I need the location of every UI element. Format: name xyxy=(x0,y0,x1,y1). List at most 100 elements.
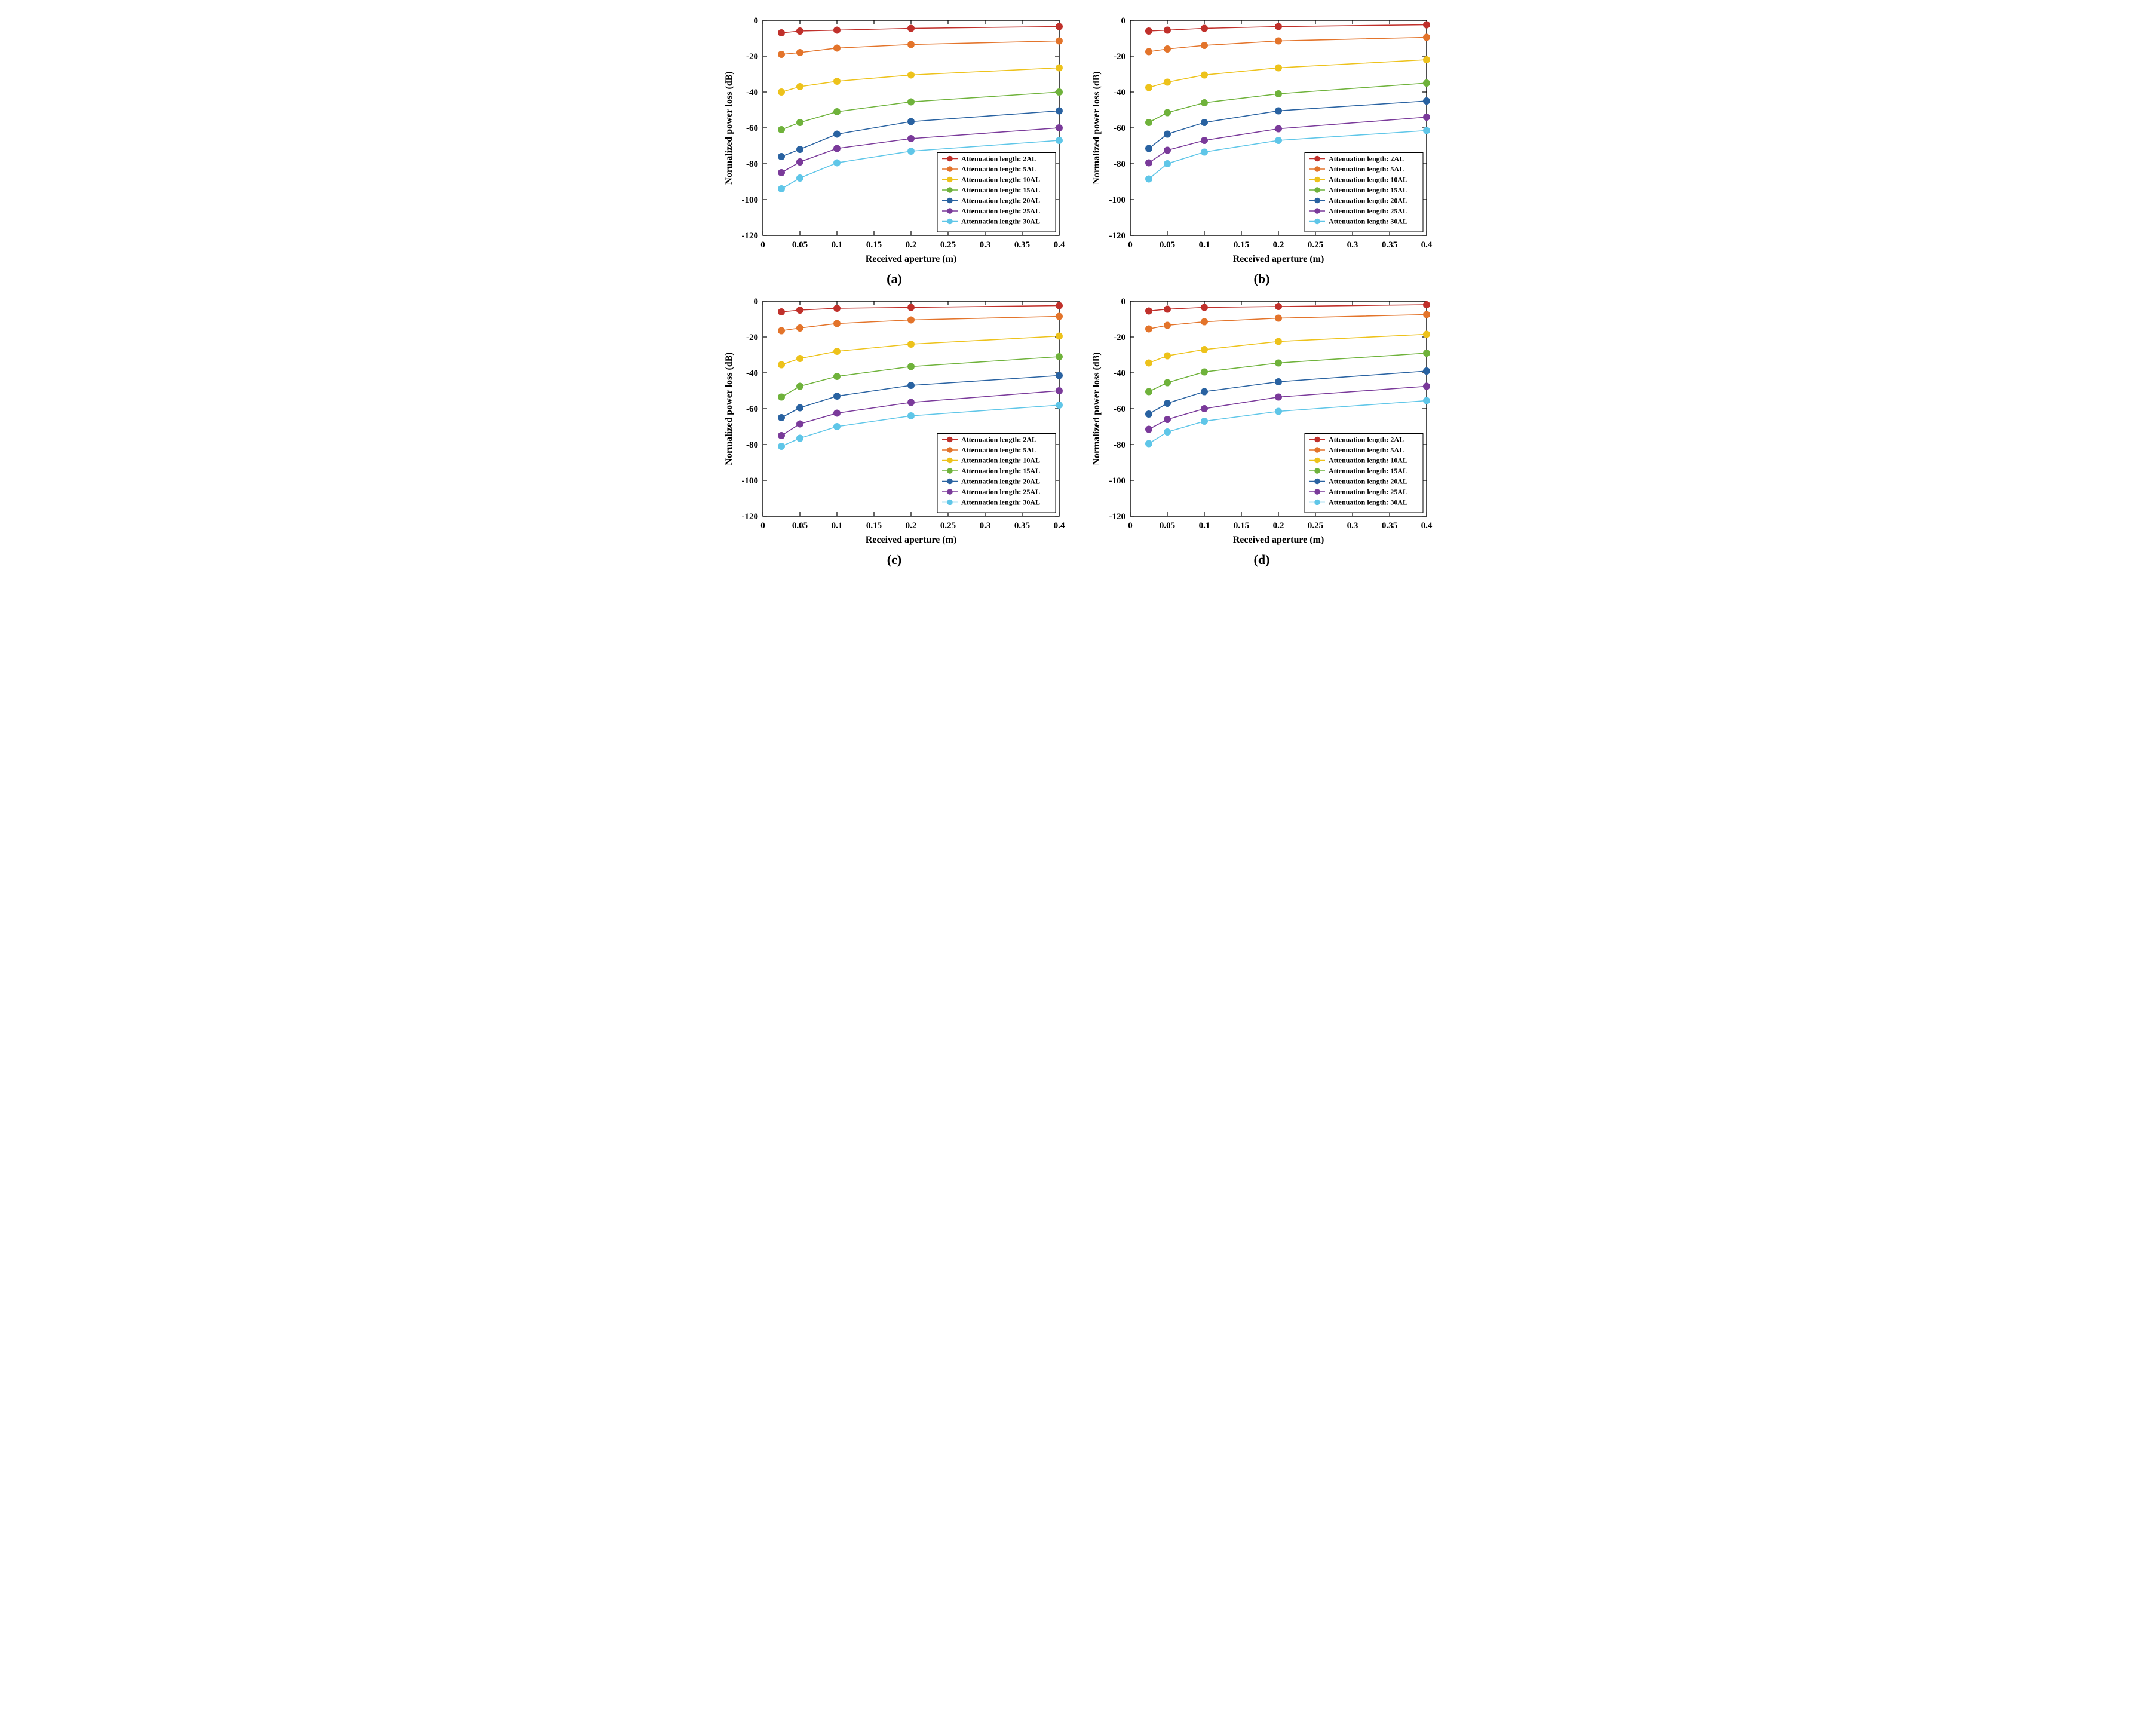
svg-text:-80: -80 xyxy=(1114,440,1125,450)
svg-text:Attenuation length: 2AL: Attenuation length: 2AL xyxy=(1329,155,1404,163)
svg-text:0.2: 0.2 xyxy=(906,240,917,250)
svg-text:0.2: 0.2 xyxy=(1273,240,1284,250)
svg-text:0.3: 0.3 xyxy=(980,240,991,250)
svg-text:Attenuation length: 2AL: Attenuation length: 2AL xyxy=(1329,436,1404,444)
svg-text:0: 0 xyxy=(754,16,759,26)
svg-text:0.4: 0.4 xyxy=(1421,240,1433,250)
svg-text:0.05: 0.05 xyxy=(1160,240,1175,250)
svg-text:-20: -20 xyxy=(1114,52,1125,62)
sublabel-b: (b) xyxy=(1254,271,1270,287)
svg-text:0.15: 0.15 xyxy=(1234,240,1249,250)
svg-text:Attenuation length: 5AL: Attenuation length: 5AL xyxy=(961,446,1036,454)
svg-text:Attenuation length: 30AL: Attenuation length: 30AL xyxy=(1329,217,1407,226)
svg-text:0.3: 0.3 xyxy=(980,521,991,531)
chart-grid: 0 0.05 0.1 0.15 0.2 0.25 0.3 0.35 0.4 -120 -100 -80… xyxy=(720,12,1437,568)
panel-a: 0 0.05 0.1 0.15 0.2 0.25 0.3 0.35 0.4 -120 -100 -80… xyxy=(720,12,1069,287)
svg-text:-100: -100 xyxy=(1109,476,1126,486)
svg-text:0.35: 0.35 xyxy=(1382,240,1397,250)
svg-text:-120: -120 xyxy=(742,231,759,241)
svg-text:Attenuation length: 15AL: Attenuation length: 15AL xyxy=(1329,467,1407,475)
svg-text:0.1: 0.1 xyxy=(1199,240,1210,250)
chart-a: 0 0.05 0.1 0.15 0.2 0.25 0.3 0.35 0.4 -120 -100 -80… xyxy=(721,12,1068,269)
svg-text:Attenuation length: 20AL: Attenuation length: 20AL xyxy=(961,477,1040,486)
svg-text:-100: -100 xyxy=(742,476,759,486)
chart-d: 00.050.10.150.20.250.30.350.4-120-100-80… xyxy=(1088,293,1435,550)
svg-text:-40: -40 xyxy=(746,88,758,97)
svg-text:0.25: 0.25 xyxy=(940,521,956,531)
svg-text:Attenuation length: 30AL: Attenuation length: 30AL xyxy=(961,498,1040,507)
sublabel-c: (c) xyxy=(887,552,901,568)
svg-text:0.4: 0.4 xyxy=(1054,240,1065,250)
svg-text:-60: -60 xyxy=(1114,124,1125,133)
svg-text:0.1: 0.1 xyxy=(1199,521,1210,531)
svg-text:Attenuation length: 15AL: Attenuation length: 15AL xyxy=(1329,186,1407,194)
svg-text:0: 0 xyxy=(1128,240,1133,250)
svg-text:Attenuation length: 10AL: Attenuation length: 10AL xyxy=(961,176,1040,184)
svg-text:0: 0 xyxy=(1121,16,1126,26)
chart-c: 00.050.10.150.20.250.30.350.4-120-100-80… xyxy=(721,293,1068,550)
svg-text:0.1: 0.1 xyxy=(832,240,843,250)
svg-text:-120: -120 xyxy=(742,512,759,522)
svg-text:Received aperture (m): Received aperture (m) xyxy=(1233,254,1324,264)
svg-text:-80: -80 xyxy=(746,440,758,450)
svg-text:Attenuation length: 25AL: Attenuation length: 25AL xyxy=(961,488,1040,496)
svg-text:0.35: 0.35 xyxy=(1014,240,1030,250)
svg-text:Attenuation length: 2AL: Attenuation length: 2AL xyxy=(961,155,1036,163)
svg-text:-40: -40 xyxy=(1114,369,1125,378)
svg-text:0.3: 0.3 xyxy=(1347,240,1358,250)
svg-text:-40: -40 xyxy=(746,369,758,378)
svg-text:-100: -100 xyxy=(1109,195,1126,205)
svg-text:-100: -100 xyxy=(742,195,759,205)
svg-text:Attenuation length: 5AL: Attenuation length: 5AL xyxy=(1329,165,1404,173)
svg-text:Attenuation length: 2AL: Attenuation length: 2AL xyxy=(961,436,1036,444)
panel-b: 00.050.10.150.20.250.30.350.4-120-100-80… xyxy=(1087,12,1437,287)
svg-text:Attenuation length: 15AL: Attenuation length: 15AL xyxy=(961,467,1040,475)
svg-text:Attenuation length: 20AL: Attenuation length: 20AL xyxy=(1329,197,1407,205)
svg-text:0.4: 0.4 xyxy=(1421,521,1433,531)
svg-text:0.25: 0.25 xyxy=(940,240,956,250)
svg-text:0.2: 0.2 xyxy=(1273,521,1284,531)
svg-text:Attenuation length: 20AL: Attenuation length: 20AL xyxy=(1329,477,1407,486)
svg-text:Attenuation length: 20AL: Attenuation length: 20AL xyxy=(961,197,1040,205)
svg-text:0.05: 0.05 xyxy=(792,521,808,531)
svg-text:Attenuation length: 30AL: Attenuation length: 30AL xyxy=(1329,498,1407,507)
svg-text:Normalized power loss (dB): Normalized power loss (dB) xyxy=(1091,71,1102,184)
svg-text:-60: -60 xyxy=(1114,404,1125,414)
svg-text:Normalized power loss (dB): Normalized power loss (dB) xyxy=(1091,352,1102,465)
svg-text:-60: -60 xyxy=(746,124,758,133)
svg-text:0.05: 0.05 xyxy=(792,240,808,250)
svg-text:Received aperture (m): Received aperture (m) xyxy=(866,254,957,264)
svg-text:Attenuation length: 10AL: Attenuation length: 10AL xyxy=(1329,456,1407,465)
svg-text:0.05: 0.05 xyxy=(1160,521,1175,531)
panel-c: 00.050.10.150.20.250.30.350.4-120-100-80… xyxy=(720,293,1069,568)
svg-text:Attenuation length: 10AL: Attenuation length: 10AL xyxy=(961,456,1040,465)
svg-text:Normalized power loss (dB): Normalized power loss (dB) xyxy=(724,71,734,184)
svg-text:-80: -80 xyxy=(1114,160,1125,169)
svg-text:-20: -20 xyxy=(1114,333,1125,342)
svg-text:0: 0 xyxy=(754,297,759,307)
svg-text:0.3: 0.3 xyxy=(1347,521,1358,531)
svg-text:0: 0 xyxy=(760,240,765,250)
svg-text:-120: -120 xyxy=(1109,512,1126,522)
sublabel-d: (d) xyxy=(1254,552,1270,568)
svg-text:0.2: 0.2 xyxy=(906,521,917,531)
svg-text:0.1: 0.1 xyxy=(832,521,843,531)
svg-text:-80: -80 xyxy=(746,160,758,169)
svg-text:0.15: 0.15 xyxy=(1234,521,1249,531)
svg-text:-40: -40 xyxy=(1114,88,1125,97)
panel-d: 00.050.10.150.20.250.30.350.4-120-100-80… xyxy=(1087,293,1437,568)
svg-text:0: 0 xyxy=(1121,297,1126,307)
svg-text:Received aperture (m): Received aperture (m) xyxy=(1233,535,1324,545)
svg-text:Attenuation length: 15AL: Attenuation length: 15AL xyxy=(961,186,1040,194)
sublabel-a: (a) xyxy=(887,271,902,287)
svg-text:Attenuation length: 25AL: Attenuation length: 25AL xyxy=(1329,207,1407,215)
svg-text:Normalized power loss (dB): Normalized power loss (dB) xyxy=(724,352,734,465)
svg-text:0.25: 0.25 xyxy=(1308,521,1323,531)
svg-text:0.25: 0.25 xyxy=(1308,240,1323,250)
svg-text:Attenuation length: 25AL: Attenuation length: 25AL xyxy=(961,207,1040,215)
svg-text:0.35: 0.35 xyxy=(1014,521,1030,531)
svg-text:-20: -20 xyxy=(746,333,758,342)
svg-text:Received aperture (m): Received aperture (m) xyxy=(866,535,957,545)
svg-text:0.15: 0.15 xyxy=(866,240,882,250)
svg-text:Attenuation length: 30AL: Attenuation length: 30AL xyxy=(961,217,1040,226)
